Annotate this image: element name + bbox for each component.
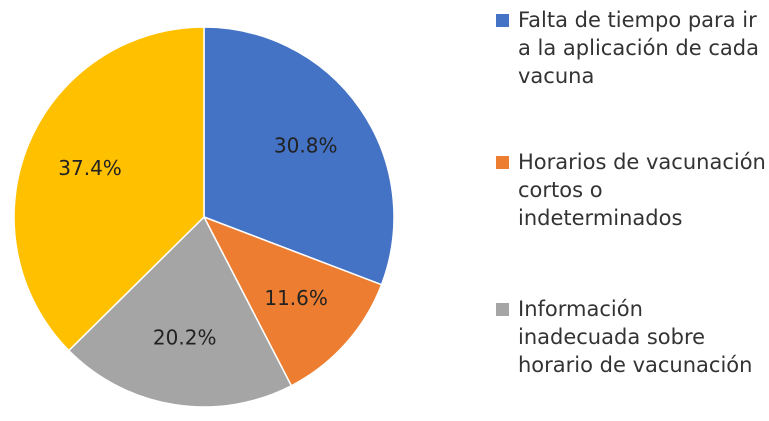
legend-swatch	[496, 156, 509, 169]
legend-label: Información inadecuada sobre horario de …	[518, 297, 753, 377]
legend-swatch	[496, 303, 509, 316]
legend-label: Horarios de vacunación cortos o indeterm…	[518, 150, 766, 230]
data-label: 37.4%	[58, 156, 122, 180]
data-label: 20.2%	[153, 325, 217, 349]
legend-entry: Falta de tiempo para ir a la aplicación …	[496, 6, 768, 90]
legend-label: Falta de tiempo para ir a la aplicación …	[518, 8, 759, 88]
legend-entry: Información inadecuada sobre horario de …	[496, 295, 768, 379]
pie-slice	[67, 215, 293, 408]
data-label: 11.6%	[264, 286, 328, 310]
pie-slice	[13, 26, 205, 352]
pie-slice	[203, 26, 395, 286]
legend-swatch	[496, 14, 509, 27]
data-label: 30.8%	[274, 133, 338, 157]
legend-entry: Horarios de vacunación cortos o indeterm…	[496, 148, 768, 232]
chart: 30.8% 11.6% 20.2% 37.4%	[13, 26, 395, 408]
pie-slice	[202, 215, 383, 387]
